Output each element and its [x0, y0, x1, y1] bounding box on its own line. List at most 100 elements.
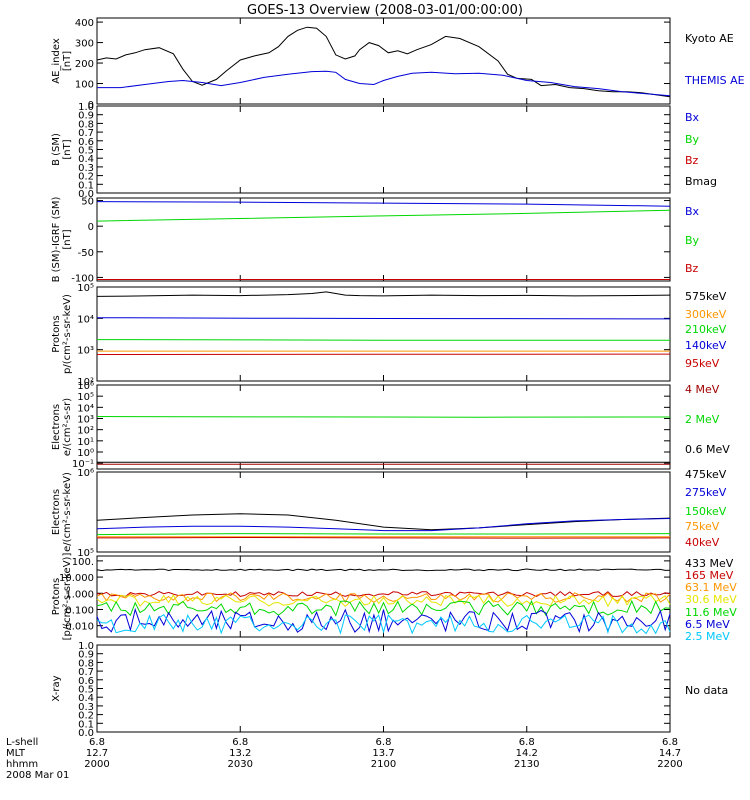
series-line — [96, 590, 671, 597]
y-tick-label: -100 — [71, 273, 94, 284]
series-line — [96, 592, 671, 604]
legend-entry: Bmag — [685, 175, 717, 188]
panel-frame — [96, 286, 671, 382]
legend-entry: 2.5 MeV — [685, 630, 730, 643]
y-axis-unit: e/(cm²-s-sr) — [62, 398, 73, 456]
y-axis-label: Electrons — [51, 404, 62, 450]
footer-tick-mlt: 13.2 — [229, 748, 251, 759]
legend-entry: 4 MeV — [685, 383, 720, 396]
y-axis-label: Protons — [51, 578, 62, 615]
legend-entry: Bx — [685, 111, 700, 124]
y-tick-label: 0.6 — [78, 676, 94, 687]
legend-entry: 6.5 MeV — [685, 618, 730, 631]
y-tick-label: 300 — [75, 39, 94, 50]
legend-entry: Bx — [685, 205, 700, 218]
y-tick-label: 10⁴ — [77, 403, 94, 414]
series-line — [96, 614, 671, 635]
y-tick-label: 0.9 — [78, 650, 94, 661]
y-tick-label: 200 — [75, 59, 94, 70]
footer-row-label: MLT — [6, 748, 26, 759]
legend-entry: 63.1 MeV — [685, 581, 737, 594]
legend-entry: 75keV — [685, 520, 720, 533]
footer-tick-mlt: 12.7 — [86, 748, 108, 759]
panel-frame — [96, 105, 671, 194]
footer-tick-hhmm: 2030 — [228, 759, 253, 770]
legend-entry: 300keV — [685, 308, 727, 321]
y-tick-label: 0.5 — [78, 685, 94, 696]
legend-entry: 0.6 MeV — [685, 443, 730, 456]
y-tick-label: 10.000 — [59, 573, 94, 584]
legend-entry: 475keV — [685, 468, 727, 481]
y-axis-unit: [nT] — [62, 229, 73, 249]
y-tick-label: 1.000 — [65, 589, 94, 600]
y-tick-label: 0.8 — [78, 658, 94, 669]
footer-row-label: 2008 Mar 01 — [6, 770, 69, 781]
y-tick-label: 1.0 — [78, 102, 94, 113]
panel-bsm: 0.00.10.20.30.40.50.60.70.80.91.0 B (SM)[… — [51, 102, 717, 200]
series-line — [96, 536, 671, 539]
footer-tick-lshell: 6.8 — [519, 737, 535, 748]
y-axis-label: B (SM) — [51, 133, 62, 166]
y-tick-label: 10⁵ — [77, 548, 94, 559]
legend-entry: 210keV — [685, 323, 727, 336]
y-tick-label: 10⁶ — [77, 468, 94, 479]
legend-entry: 165 MeV — [685, 569, 734, 582]
y-axis-unit: e/(cm²-s-sr-keV) — [62, 472, 73, 552]
y-tick-label: -50 — [78, 248, 94, 259]
y-tick-label: 10⁵ — [77, 283, 94, 294]
y-tick-label: 10² — [77, 377, 94, 388]
y-tick-label: 0 — [88, 222, 94, 233]
y-tick-label: 100. — [72, 557, 94, 568]
footer-tick-hhmm: 2130 — [514, 759, 539, 770]
legend-entry: 275keV — [685, 486, 727, 499]
footer-tick-lshell: 6.8 — [376, 737, 392, 748]
y-tick-label: 0.9 — [78, 111, 94, 122]
footer-tick-hhmm: 2200 — [657, 759, 682, 770]
legend-entry: 95keV — [685, 357, 720, 370]
panel-ae: 0 100 200 300 400 AE_index [nT] Kyoto AE THEMIS … — [51, 17, 745, 111]
y-axis-label: Electrons — [51, 489, 62, 535]
series-line — [96, 607, 671, 634]
y-tick-label: 0 — [88, 100, 94, 111]
y-tick-label: 10⁰ — [77, 448, 94, 459]
legend-entry: 575keV — [685, 290, 727, 303]
panel-xray: 0.00.10.20.30.40.50.60.70.80.91.0 X-ray No… — [51, 641, 728, 739]
y-tick-label: 0.010 — [65, 622, 94, 633]
y-axis-unit: [nT] — [62, 139, 73, 159]
y-tick-label: 0.2 — [78, 172, 94, 183]
panel-electrons2: 10⁵ 10⁶ Electrons e/(cm²-s-sr-keV) 475keV 275… — [51, 468, 727, 559]
y-tick-label: 10³ — [77, 346, 94, 357]
y-tick-label: 1.0 — [78, 641, 94, 652]
series-line — [96, 416, 671, 418]
y-tick-label: 0.1 — [78, 180, 94, 191]
y-tick-label: 0.7 — [78, 128, 94, 139]
legend-entry: By — [685, 133, 700, 146]
y-axis-label: AE_index — [51, 38, 62, 84]
y-tick-label: 0.4 — [78, 693, 94, 704]
legend-entry: Bz — [685, 262, 699, 275]
y-tick-label: 0.0 — [78, 189, 94, 200]
y-tick-label: 0.0 — [78, 728, 94, 739]
legend-entry: 40keV — [685, 536, 720, 549]
y-tick-label: 0.3 — [78, 702, 94, 713]
series-line — [96, 518, 671, 532]
y-axis-label: B (SM)-IGRF (SM) — [51, 197, 62, 283]
legend-entry: 2 MeV — [685, 413, 720, 426]
y-tick-label: 10⁴ — [77, 314, 94, 325]
footer-tick-mlt: 14.7 — [659, 748, 681, 759]
footer-tick-mlt: 14.2 — [516, 748, 538, 759]
series-line — [96, 513, 671, 531]
figure-title: GOES-13 Overview (2008-03-01/00:00:00) — [247, 3, 523, 18]
panel-frame — [96, 471, 671, 553]
series-line — [97, 70, 671, 97]
footer-tick-hhmm: 2000 — [84, 759, 109, 770]
y-tick-label: 10¹ — [77, 437, 94, 448]
legend-entry: 140keV — [685, 339, 727, 352]
series-line — [96, 339, 670, 341]
footer-row-label: hhmm — [6, 759, 38, 770]
panel-frame — [96, 197, 671, 282]
y-axis-label: Protons — [51, 315, 62, 352]
